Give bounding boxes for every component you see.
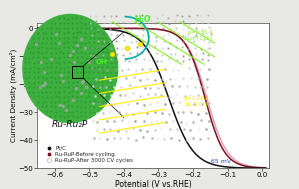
- Circle shape: [23, 14, 118, 122]
- Text: 65 mV: 65 mV: [211, 159, 231, 164]
- Legend: Pt/C, Ru-RuP-Before cycling, Ru-RuP-After 3000 CV cycles: Pt/C, Ru-RuP-Before cycling, Ru-RuP-Afte…: [42, 145, 134, 164]
- Text: Ru-Ru₂P: Ru-Ru₂P: [52, 120, 89, 129]
- Text: OH⁻: OH⁻: [96, 59, 112, 65]
- X-axis label: Potential (V vs.RHE): Potential (V vs.RHE): [115, 180, 192, 189]
- Text: d=2.35 Å
Ru₂P{112}: d=2.35 Å Ru₂P{112}: [184, 30, 213, 41]
- Y-axis label: Current Density (mA/cm²): Current Density (mA/cm²): [10, 49, 17, 142]
- Text: d=2.06 Å
Ru{101}: d=2.06 Å Ru{101}: [184, 96, 209, 107]
- Text: H₂O: H₂O: [134, 15, 151, 24]
